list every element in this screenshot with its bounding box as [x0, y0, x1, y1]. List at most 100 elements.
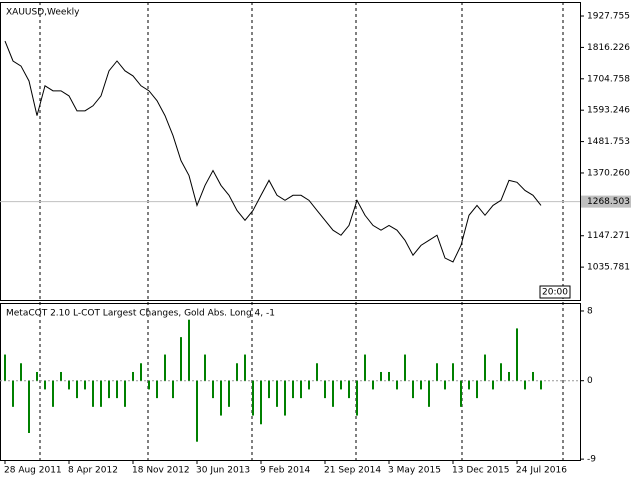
x-tick-label: 21 Sep 2014	[324, 466, 381, 476]
y-tick-label: 1593.246	[587, 106, 630, 116]
x-tick-label: 30 Jun 2013	[196, 466, 250, 476]
histogram-bar	[164, 354, 166, 381]
y-tick-label: 1927.755	[587, 12, 630, 22]
x-tick-label: 28 Aug 2011	[4, 466, 62, 476]
histogram-bar	[364, 354, 366, 381]
histogram-bar	[180, 337, 182, 381]
x-tick-label: 13 Dec 2015	[452, 466, 510, 476]
histogram-bar	[524, 380, 526, 390]
histogram-bar	[460, 380, 462, 407]
price-line	[4, 40, 542, 263]
histogram-bar	[324, 380, 326, 399]
x-tick-label: 24 Jul 2016	[516, 466, 567, 476]
histogram-bar	[404, 354, 406, 381]
histogram-bar	[188, 319, 190, 381]
histogram-bar	[300, 380, 302, 399]
histogram-bar	[380, 371, 382, 381]
histogram-bar	[316, 363, 318, 381]
x-tick-label: 3 May 2015	[388, 466, 441, 476]
histogram-bar	[140, 363, 142, 381]
histogram-bar	[516, 328, 518, 381]
current-price-box	[581, 195, 631, 208]
y-tick-label: -9	[587, 455, 596, 465]
histogram-bar	[36, 371, 38, 381]
histogram-bar	[156, 380, 158, 399]
y-tick-label: 1370.260	[587, 168, 630, 178]
histogram-bar	[212, 380, 214, 399]
histogram-bar	[420, 380, 422, 390]
histogram-bar	[428, 380, 430, 407]
histogram-bar	[84, 380, 86, 390]
x-tick-label: 18 Nov 2012	[132, 466, 190, 476]
histogram-bar	[276, 380, 278, 407]
y-tick-label: 1481.753	[587, 137, 630, 147]
y-tick-label: 8	[587, 306, 593, 316]
histogram-bar	[244, 354, 246, 381]
histogram-bar	[108, 380, 110, 399]
histogram-bar	[228, 380, 230, 407]
histogram-bar	[116, 380, 118, 399]
time-box	[539, 285, 571, 299]
histogram-bar	[340, 380, 342, 390]
histogram-bar	[204, 354, 206, 381]
separators	[39, 2, 564, 460]
histogram-bar	[484, 354, 486, 381]
histogram-bar	[252, 380, 254, 416]
histogram-bar	[196, 380, 198, 442]
x-tick-label: 8 Apr 2012	[68, 466, 118, 476]
y-tick-label: 1147.271	[587, 231, 630, 241]
histogram-bar	[236, 363, 238, 381]
histogram-bar	[436, 363, 438, 381]
histogram-bar	[388, 371, 390, 381]
histogram-bar	[52, 380, 54, 407]
y-tick-label: 0	[587, 376, 593, 386]
y-tick-label: 1035.781	[587, 263, 630, 273]
histogram-bar	[540, 380, 542, 390]
current-price-label: 1268.503	[587, 197, 630, 207]
histogram-bar	[20, 363, 22, 381]
histogram-bar	[60, 371, 62, 381]
histogram-bar	[444, 380, 446, 390]
histogram-bar	[452, 363, 454, 381]
histogram-bar	[68, 380, 70, 390]
price-pane	[0, 2, 581, 301]
histogram-bar	[124, 380, 126, 407]
histogram-bar	[412, 380, 414, 399]
histogram-bar	[396, 380, 398, 390]
histogram-bar	[268, 380, 270, 399]
histogram-bar	[92, 380, 94, 407]
histogram-bar	[500, 363, 502, 381]
histogram-bar	[148, 380, 150, 390]
histogram-bar	[372, 380, 374, 390]
histogram-bar	[468, 380, 470, 390]
histogram-bar	[100, 380, 102, 407]
histogram-bar	[132, 371, 134, 381]
histogram-bar	[28, 380, 30, 433]
histogram-bar	[260, 380, 262, 425]
indicator-title: MetaCOT 2.10 L-COT Largest Changes, Gold…	[6, 309, 275, 319]
histogram-bar	[12, 380, 14, 407]
price-title: XAUUSD,Weekly	[6, 8, 80, 18]
histogram-bar	[348, 380, 350, 399]
histogram-bar	[356, 380, 358, 416]
y-tick-label: 1816.226	[587, 43, 630, 53]
indicator-pane	[0, 303, 581, 461]
histogram-bar	[508, 371, 510, 381]
y-tick-label: 1704.758	[587, 74, 630, 84]
time-label: 20:00	[542, 288, 568, 298]
histogram-bar	[532, 371, 534, 381]
histogram-bar	[4, 354, 6, 381]
histogram-bar	[332, 380, 334, 407]
histogram-bar	[308, 380, 310, 390]
histogram-bar	[44, 380, 46, 390]
histogram-bar	[284, 380, 286, 416]
histogram-bar	[292, 380, 294, 399]
histogram-bar	[476, 380, 478, 399]
histogram-bar	[220, 380, 222, 416]
x-tick-label: 9 Feb 2014	[260, 466, 311, 476]
histogram-bar	[76, 380, 78, 399]
histogram-bar	[492, 380, 494, 390]
histogram-bar	[172, 380, 174, 399]
